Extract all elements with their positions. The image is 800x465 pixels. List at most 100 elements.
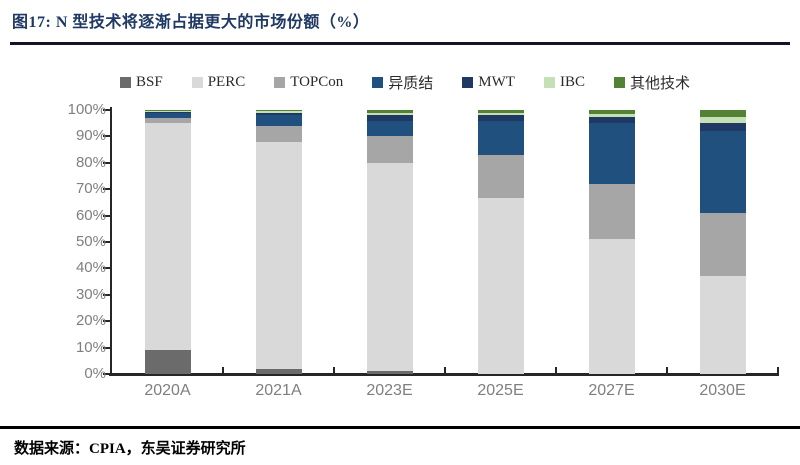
bar-segment-IBC bbox=[144, 110, 191, 112]
bar-segment-PERC bbox=[366, 162, 413, 372]
bar-segment-PERC bbox=[255, 141, 302, 369]
y-axis-tick bbox=[103, 214, 110, 217]
y-axis-label: 90% bbox=[75, 127, 106, 145]
x-axis-line bbox=[109, 373, 779, 376]
y-axis-tick bbox=[103, 188, 110, 191]
legend-item-MWT: MWT bbox=[462, 74, 515, 91]
legend-item-BSF: BSF bbox=[119, 74, 163, 91]
bar-segment-TOPCon bbox=[366, 136, 413, 163]
bar-slot-2025E bbox=[445, 110, 556, 374]
legend-swatch-icon bbox=[191, 77, 203, 88]
y-axis-tick bbox=[103, 267, 110, 270]
x-axis-label-2027E: 2027E bbox=[588, 382, 635, 399]
y-axis-label: 50% bbox=[75, 233, 106, 250]
stacked-bar-2023E bbox=[366, 110, 413, 374]
y-axis-label: 30% bbox=[75, 285, 106, 303]
bar-segment-异质结 bbox=[699, 131, 746, 213]
y-axis-line bbox=[110, 107, 112, 376]
bar-segment-BSF bbox=[144, 350, 191, 374]
legend-item-TOPCon: TOPCon bbox=[274, 74, 343, 91]
bar-segment-其他技术 bbox=[588, 110, 635, 114]
bar-segment-异质结 bbox=[588, 123, 635, 184]
chart-plot-area: 0% 10% 20% 30% 40% 50% 60% 70% 80% 90% 100% 2020A 20… bbox=[68, 101, 779, 399]
x-axis-label-2021A: 2021A bbox=[255, 382, 302, 399]
bar-slot-2027E bbox=[556, 110, 667, 374]
x-axis-label-2030E: 2030E bbox=[699, 382, 746, 399]
bar-slot-2020A bbox=[112, 110, 223, 374]
bar-segment-BSF bbox=[255, 368, 302, 374]
bar-segment-IBC bbox=[366, 112, 413, 116]
x-axis-tick bbox=[666, 367, 668, 373]
bar-segment-其他技术 bbox=[144, 110, 191, 111]
legend-label: TOPCon bbox=[290, 74, 344, 90]
x-axis-tick bbox=[555, 367, 557, 373]
legend-swatch-icon bbox=[543, 77, 555, 88]
bar-segment-其他技术 bbox=[255, 110, 302, 112]
y-axis-tick bbox=[103, 135, 110, 138]
bar-segment-BSF bbox=[366, 371, 413, 374]
legend-item-IBC: IBC bbox=[543, 74, 585, 91]
bar-slot-2021A bbox=[223, 110, 334, 374]
y-axis-tick bbox=[103, 241, 110, 243]
bar-segment-TOPCon bbox=[477, 154, 524, 199]
bar-segment-MWT bbox=[699, 123, 746, 132]
bar-segment-TOPCon bbox=[144, 117, 191, 124]
chart-legend: BSF PERC TOPCon 异质结 MWT IBC 其他技术 bbox=[60, 72, 750, 93]
data-source-note: 数据来源：CPIA，东吴证券研究所 bbox=[14, 441, 246, 457]
y-axis-label: 20% bbox=[75, 312, 106, 330]
y-axis-tick bbox=[103, 320, 110, 323]
bar-segment-异质结 bbox=[366, 120, 413, 137]
y-axis-tick bbox=[103, 373, 110, 375]
y-axis-label: 0% bbox=[84, 365, 106, 382]
bar-segment-TOPCon bbox=[255, 125, 302, 142]
bar-segment-PERC bbox=[588, 239, 635, 374]
legend-swatch-icon bbox=[119, 77, 131, 88]
bar-segment-PERC bbox=[699, 276, 746, 374]
bar-segment-PERC bbox=[144, 123, 191, 351]
legend-label: MWT bbox=[478, 74, 515, 90]
legend-item-异质结: 异质结 bbox=[372, 72, 433, 93]
figure-title: 图17: N 型技术将逐渐占据更大的市场份额（%） bbox=[12, 14, 370, 31]
y-axis-tick bbox=[103, 109, 110, 111]
bar-segment-IBC bbox=[255, 111, 302, 113]
y-axis-label: 10% bbox=[75, 338, 106, 356]
legend-item-PERC: PERC bbox=[191, 74, 246, 91]
y-axis-label: 70% bbox=[75, 180, 106, 198]
bar-slot-2030E bbox=[667, 110, 778, 374]
footer-divider bbox=[0, 426, 800, 429]
title-divider bbox=[10, 42, 790, 45]
bar-segment-IBC bbox=[699, 116, 746, 124]
stacked-bar-2030E bbox=[699, 110, 746, 374]
x-axis-tick bbox=[222, 367, 224, 373]
bar-slot-2023E bbox=[334, 110, 445, 374]
legend-label: 异质结 bbox=[388, 76, 434, 92]
stacked-bar-2020A bbox=[144, 110, 191, 374]
y-axis-label: 60% bbox=[75, 206, 106, 224]
x-axis-label-2025E: 2025E bbox=[477, 382, 524, 399]
bar-segment-TOPCon bbox=[588, 183, 635, 240]
legend-swatch-icon bbox=[462, 77, 474, 88]
stacked-bar-2025E bbox=[477, 110, 524, 374]
legend-swatch-icon bbox=[613, 77, 625, 88]
legend-label: 其他技术 bbox=[629, 76, 690, 92]
bar-segment-MWT bbox=[588, 116, 635, 124]
stacked-bar-2027E bbox=[588, 110, 635, 374]
y-axis-label: 80% bbox=[75, 153, 106, 171]
bar-segment-IBC bbox=[477, 112, 524, 116]
y-axis-tick bbox=[103, 161, 110, 164]
x-axis-tick bbox=[444, 367, 446, 373]
legend-label: IBC bbox=[559, 74, 585, 90]
bar-segment-异质结 bbox=[477, 120, 524, 155]
x-axis-tick bbox=[777, 367, 779, 373]
x-axis-label-2023E: 2023E bbox=[366, 382, 413, 399]
bar-segment-其他技术 bbox=[699, 110, 746, 117]
bar-segment-异质结 bbox=[255, 115, 302, 126]
legend-label: PERC bbox=[207, 74, 246, 90]
bar-segment-异质结 bbox=[144, 112, 191, 118]
x-axis-tick bbox=[333, 367, 335, 373]
y-axis-label: 100% bbox=[67, 101, 106, 118]
legend-item-其他技术: 其他技术 bbox=[613, 72, 690, 93]
x-axis-label-2020A: 2020A bbox=[144, 382, 191, 399]
bar-segment-其他技术 bbox=[366, 110, 413, 113]
